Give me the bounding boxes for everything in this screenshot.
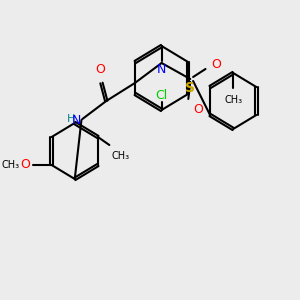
Text: O: O [193, 103, 203, 116]
Text: CH₃: CH₃ [111, 151, 129, 161]
Text: H: H [66, 114, 75, 124]
Text: N: N [72, 113, 81, 127]
Text: N: N [157, 63, 166, 76]
Text: S: S [185, 81, 195, 95]
Text: CH₃: CH₃ [224, 95, 242, 105]
Text: O: O [96, 63, 106, 76]
Text: O: O [211, 58, 221, 71]
Text: CH₃: CH₃ [1, 160, 19, 170]
Text: O: O [21, 158, 31, 172]
Text: Cl: Cl [155, 89, 168, 102]
